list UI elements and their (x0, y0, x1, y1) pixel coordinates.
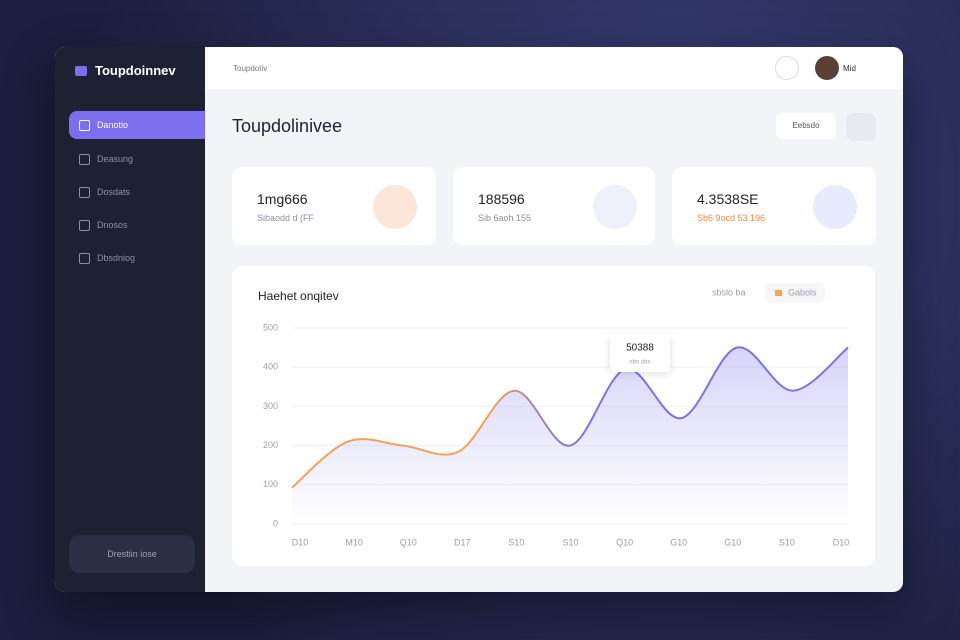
x-tick-label: S10 (562, 537, 578, 547)
x-tick-label: D10 (833, 537, 850, 547)
page-title: Toupdolinivee (232, 116, 343, 136)
y-tick-label: 100 (263, 479, 278, 489)
y-tick-label: 500 (263, 322, 278, 332)
nav-item[interactable]: Deasung (69, 145, 205, 173)
sidebar: Toupdoinnev Danotio Deasung Dosdats Dnos… (55, 47, 205, 592)
chart-title: Haehet onqitev (258, 289, 339, 303)
x-tick-label: G10 (724, 537, 741, 547)
nav-item[interactable]: Dbsdniog (69, 244, 205, 272)
nav-item[interactable]: Dnosos (69, 211, 205, 239)
nav-item[interactable]: Dosdats (69, 178, 205, 206)
window: Toupdoinnev Danotio Deasung Dosdats Dnos… (55, 47, 903, 592)
area (292, 347, 848, 524)
tooltip-label: sbo obs (629, 360, 650, 366)
x-tick-label: S10 (779, 537, 795, 547)
x-tick-label: Q10 (616, 537, 633, 547)
topbar: Toupdotiv Mid (205, 47, 903, 89)
legend-label: Gabols (788, 287, 817, 297)
stat-value: 1mg666 (257, 191, 308, 207)
breadcrumb: Toupdotiv (233, 64, 268, 73)
stat-label: Sibaodd d (FF (257, 213, 315, 223)
y-tick-label: 400 (263, 362, 278, 372)
stat-card: 188596 Sib 6aoh 155 (453, 167, 655, 245)
x-tick-label: D10 (292, 537, 309, 547)
stat-value: 188596 (478, 191, 525, 207)
line (291, 346, 849, 489)
filter[interactable]: sbslo ba (712, 287, 746, 297)
tooltip (610, 334, 670, 372)
stat-card: 4.3538SE Sb6 9ocd 53 196 (672, 167, 876, 245)
x-tick-label: D17 (454, 537, 471, 547)
x-tick-label: Q10 (400, 537, 417, 547)
dropdown[interactable] (846, 113, 876, 141)
stat-label: Sib 6aoh 155 (478, 213, 532, 223)
legend-box (765, 283, 825, 303)
nav-item[interactable]: Danotio (69, 111, 205, 139)
x-tick-label: S10 (508, 537, 524, 547)
stat-label: Sb6 9ocd 53 196 (697, 213, 766, 223)
y-tick-label: 300 (263, 401, 278, 411)
stat-value: 4.3538SE (697, 191, 759, 207)
x-tick-label: G10 (670, 537, 687, 547)
y-tick-label: 200 (263, 440, 278, 450)
user-name: Mid (843, 64, 856, 73)
legend-swatch (775, 290, 782, 296)
y-tick-label: 0 (273, 518, 278, 528)
logo (75, 66, 87, 76)
avatar[interactable] (815, 56, 839, 80)
stat-icon (593, 185, 637, 229)
stat-card: 1mg666 Sibaodd d (FF (232, 167, 436, 245)
chart: Haehet onqitev sbslo ba Gabols 0 100 200 30… (258, 283, 850, 547)
stat-icon (813, 185, 857, 229)
tooltip-value: 50388 (626, 343, 654, 354)
chart-card: Haehet onqitev sbslo ba Gabols 0 100 200 30… (232, 266, 875, 566)
footer-button[interactable]: Drestiin iose (69, 535, 195, 573)
icon-button[interactable] (775, 56, 799, 80)
action-button[interactable]: Eebsdo (776, 113, 836, 139)
x-tick-label: M10 (345, 537, 363, 547)
stat-icon (373, 185, 417, 229)
brand: Toupdoinnev (95, 63, 176, 78)
